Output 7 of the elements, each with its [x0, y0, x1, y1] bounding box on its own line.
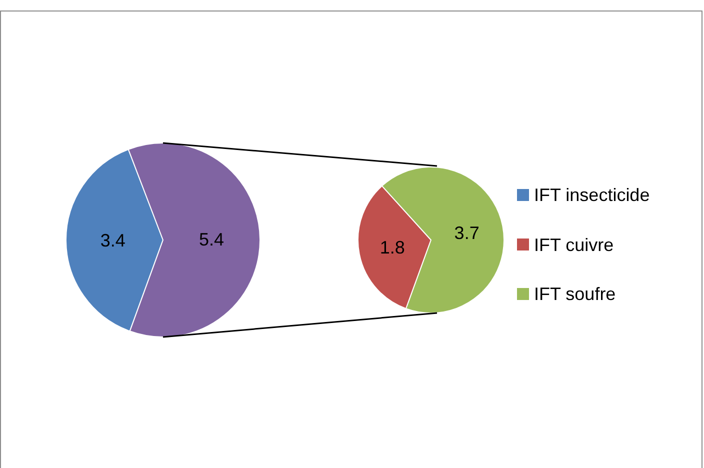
data-label: 3.4 — [100, 230, 126, 250]
data-label: 3.7 — [454, 222, 480, 243]
data-label: 1.8 — [380, 238, 405, 258]
legend-label: IFT cuivre — [534, 235, 614, 255]
legend-label: IFT soufre — [534, 284, 616, 304]
legend-label: IFT insecticide — [534, 185, 650, 205]
data-label: 5.4 — [198, 230, 224, 250]
